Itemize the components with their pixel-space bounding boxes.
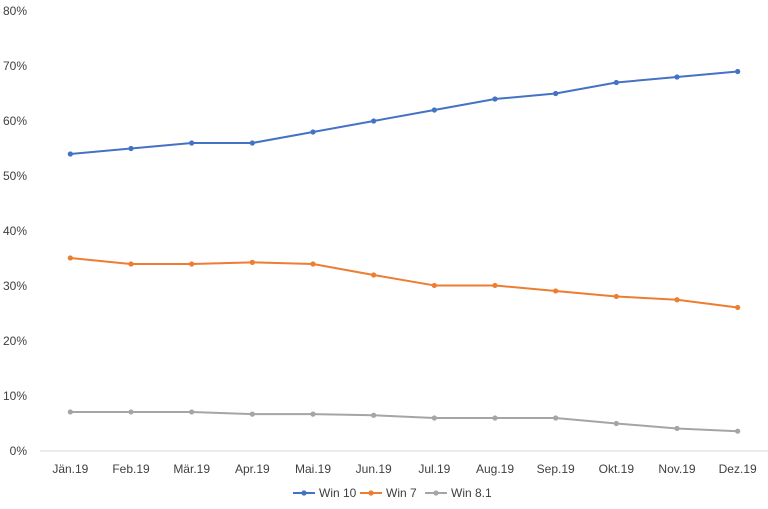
x-tick-label: Mär.19 [173, 462, 210, 476]
x-tick-label: Jul.19 [418, 462, 450, 476]
x-tick-label: Nov.19 [658, 462, 695, 476]
data-point [674, 74, 680, 80]
data-point [492, 96, 498, 102]
y-tick-label: 0% [10, 444, 28, 458]
legend-label: Win 7 [386, 486, 417, 500]
data-point [735, 68, 741, 75]
x-tick-label: Okt.19 [599, 462, 635, 476]
x-tick-label: Jän.19 [52, 462, 88, 476]
y-tick-label: 60% [3, 114, 27, 128]
legend-label: Win 10 [319, 486, 357, 500]
legend: Win 10 Win 7 Win 8.1 [293, 486, 492, 500]
data-point [128, 145, 134, 152]
data-point [613, 420, 619, 427]
data-point [310, 129, 316, 135]
legend-item: Win 10 [293, 486, 357, 500]
series-win-10 [67, 68, 741, 157]
data-point [371, 118, 377, 124]
x-tick-label: Feb.19 [112, 462, 150, 476]
data-point [613, 79, 619, 86]
data-point [613, 293, 619, 300]
x-tick-label: Jun.19 [356, 462, 392, 476]
data-point [735, 428, 741, 434]
data-point [553, 90, 559, 97]
series-win-8-1 [67, 409, 741, 434]
data-point [431, 107, 437, 113]
data-point [735, 304, 741, 311]
data-point [674, 297, 680, 303]
y-tick-label: 50% [3, 169, 27, 183]
x-axis: Jän.19 Feb.19 Mär.19 Apr.19 Mai.19 Jun.19 Jul.… [40, 450, 768, 476]
data-point [67, 151, 73, 157]
data-point [189, 261, 195, 267]
data-point [249, 259, 255, 265]
y-tick-label: 30% [3, 279, 27, 293]
series-line [69, 70, 739, 155]
series-line [69, 410, 739, 433]
y-tick-label: 10% [3, 389, 27, 403]
data-point [492, 282, 498, 289]
y-axis: 0% 10% 20% 30% 40% 50% 60% 70% 80% [3, 4, 27, 458]
data-point [371, 412, 377, 418]
series-line [69, 256, 739, 309]
data-point [249, 140, 255, 146]
x-tick-label: Mai.19 [295, 462, 331, 476]
data-point [371, 272, 377, 278]
y-tick-label: 80% [3, 4, 27, 18]
x-tick-label: Aug.19 [476, 462, 514, 476]
data-point [310, 261, 316, 267]
series-win-7 [67, 255, 741, 311]
y-tick-label: 40% [3, 224, 27, 238]
legend-marker [433, 490, 439, 496]
legend-item: Win 8.1 [425, 486, 492, 500]
data-point [189, 409, 195, 415]
series-layer [67, 68, 741, 434]
data-point [67, 409, 73, 415]
data-point [249, 411, 255, 417]
data-point [189, 140, 195, 146]
x-tick-label: Apr.19 [235, 462, 270, 476]
data-point [553, 288, 559, 294]
data-point [128, 261, 134, 267]
y-tick-label: 20% [3, 334, 27, 348]
data-point [431, 282, 437, 289]
data-point [310, 411, 316, 417]
x-tick-label: Sep.19 [537, 462, 575, 476]
y-tick-label: 70% [3, 59, 27, 73]
data-point [674, 425, 680, 432]
data-point [67, 255, 73, 261]
legend-marker [368, 490, 374, 496]
legend-marker [301, 490, 307, 496]
data-point [492, 415, 498, 421]
data-point [128, 409, 134, 415]
x-tick-label: Dez.19 [719, 462, 757, 476]
legend-item: Win 7 [360, 486, 417, 500]
data-point [553, 415, 559, 421]
legend-label: Win 8.1 [451, 486, 492, 500]
data-point [431, 415, 437, 421]
